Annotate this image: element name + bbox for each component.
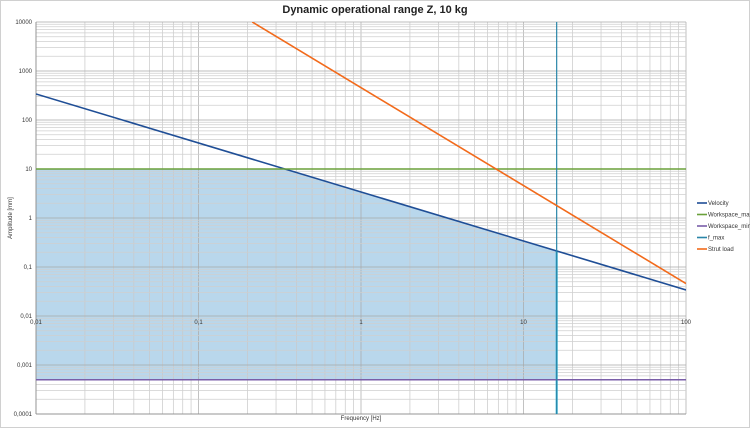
series-line-strut-load	[251, 22, 686, 285]
y-tick-label: 0,1	[24, 265, 33, 271]
x-axis-label: Frequency [Hz]	[341, 416, 382, 422]
legend-label: Velocity	[708, 201, 729, 207]
x-tick-label: 1	[359, 320, 363, 326]
x-tick-label: 0,1	[194, 320, 203, 326]
chart-title: Dynamic operational range Z, 10 kg	[282, 4, 468, 16]
y-tick-label: 10000	[15, 20, 32, 26]
x-tick-label: 0,01	[30, 320, 42, 326]
y-tick-label: 0,0001	[14, 412, 33, 418]
y-tick-label: 1000	[19, 69, 33, 75]
y-tick-label: 0,01	[20, 314, 32, 320]
series-line-velocity	[36, 93, 686, 291]
y-axis-label: Amplitude [mm]	[8, 197, 14, 239]
legend-label: Workspace_min	[708, 224, 750, 230]
legend-label: Workspace_max	[708, 213, 750, 219]
legend-label: Strut load	[708, 247, 734, 253]
legend-label: f_max	[708, 236, 724, 242]
x-tick-label: 10	[520, 320, 527, 326]
y-tick-label: 100	[22, 118, 33, 124]
x-tick-label: 100	[681, 320, 692, 326]
y-tick-label: 0,001	[17, 363, 33, 369]
y-tick-label: 1	[29, 216, 33, 222]
y-tick-label: 10	[25, 167, 32, 173]
